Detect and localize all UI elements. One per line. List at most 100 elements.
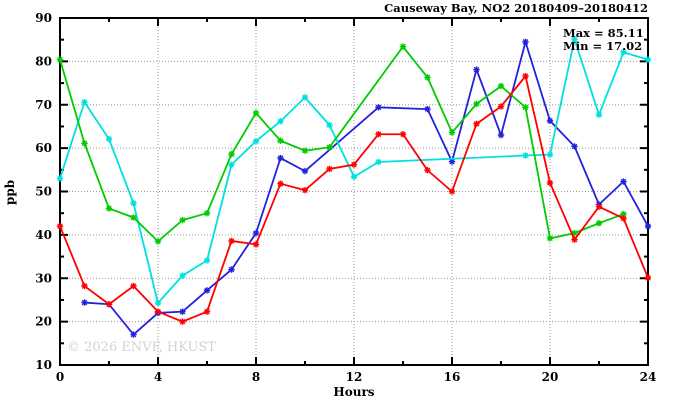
series-cyan-marker [179,272,186,279]
series-blue-marker [473,66,480,73]
series-cyan-marker [571,36,578,43]
series-cyan-marker [351,173,357,180]
series-green-marker [277,137,284,144]
series-red-marker [130,283,137,289]
y-tick-label: 50 [35,185,52,199]
x-tick-label: 20 [542,370,559,384]
series-green-marker [179,217,186,223]
series-red-marker [57,223,63,229]
x-tick-label: 8 [252,370,260,384]
series-red-marker [106,301,112,308]
series-blue-marker [522,39,529,45]
series-green-marker [155,238,161,245]
y-tick-label: 70 [35,98,52,112]
series-red-marker [302,187,308,193]
series-green-marker [498,83,504,89]
y-axis-title: ppb [3,179,17,205]
series-cyan-marker [302,94,308,101]
watermark: © 2026 ENVF, HKUST [67,340,216,355]
series-blue-marker [179,308,186,315]
y-tick-label: 60 [35,141,52,155]
series-green-marker [547,235,553,242]
series-cyan-marker [547,151,553,158]
series-green-line [59,45,624,243]
series-red-marker [522,73,529,79]
series-green-marker [473,101,480,107]
series-blue-marker [253,230,259,236]
series-cyan-marker [204,257,210,264]
series-green-marker [106,205,112,212]
y-tick-label: 80 [35,54,52,68]
series-red-marker [351,161,357,168]
series-green-marker [253,110,259,116]
series-green-marker [326,144,333,151]
y-tick-label: 10 [35,358,52,372]
series-cyan-marker [277,118,284,125]
stats-annotation: Max = 85.11 Min = 17.02 [563,27,644,53]
series-red-marker [228,238,235,244]
series-red-marker [326,166,333,172]
x-tick-label: 24 [640,370,657,384]
series-cyan-marker [57,175,63,182]
series-cyan-marker [596,111,602,118]
series-blue-marker [424,106,431,112]
series-green-marker [204,210,210,216]
series-blue-marker [204,287,210,294]
series-red-marker [547,180,553,186]
series-cyan-marker [620,49,627,56]
series-blue-marker [277,155,284,161]
x-tick-label: 4 [154,370,162,384]
series-blue-marker [620,178,627,185]
series-green-marker [302,147,308,154]
series-green-marker [81,140,88,147]
series-green-marker [424,74,431,81]
series-red-marker [253,241,259,248]
x-tick-label: 0 [56,370,64,384]
chart-title: Causeway Bay, NO2 20180409–20180412 [384,1,648,15]
series-red-marker [400,131,406,138]
series-blue-marker [547,118,553,124]
series-blue-marker [302,168,308,174]
series-red-marker [596,203,602,210]
series-blue-marker [449,158,455,165]
series-red-marker [645,275,651,281]
series-red-marker [424,167,431,174]
series-cyan-marker [326,122,333,128]
series-red-marker [620,215,627,222]
series-green-marker [130,214,137,221]
y-tick-label: 20 [35,315,52,329]
series-red-marker [81,283,88,289]
y-tick-label: 30 [35,271,52,285]
x-tick-label: 12 [346,370,363,384]
min-value-label: Min = 17.02 [563,39,643,53]
series-cyan-marker [253,138,259,144]
series-red-marker [375,131,382,138]
series-blue-marker [375,104,382,111]
series-red-marker [498,103,504,110]
series-red-marker [179,318,186,325]
series-green-marker [57,56,63,63]
series-red-marker [449,188,455,195]
series-red-marker [204,308,210,315]
series-cyan-marker [106,136,112,142]
y-tick-label: 90 [35,11,52,25]
x-tick-label: 16 [444,370,461,384]
series-cyan-marker [81,99,88,105]
series-blue-marker [130,331,137,338]
y-tick-label: 40 [35,228,52,242]
series-cyan-marker [375,159,382,165]
series-blue-marker [81,299,88,306]
series-red-marker [277,180,284,187]
series-cyan-line [59,38,649,304]
series-cyan-marker [130,200,137,207]
series-red-marker [571,236,578,243]
max-value-label: Max = 85.11 [563,26,644,40]
series-cyan-marker [522,152,529,159]
series-cyan-marker [155,300,161,306]
series-green-marker [596,220,602,226]
series-green-marker [522,104,529,111]
series-blue-marker [228,266,235,273]
series-green-marker [620,211,627,217]
